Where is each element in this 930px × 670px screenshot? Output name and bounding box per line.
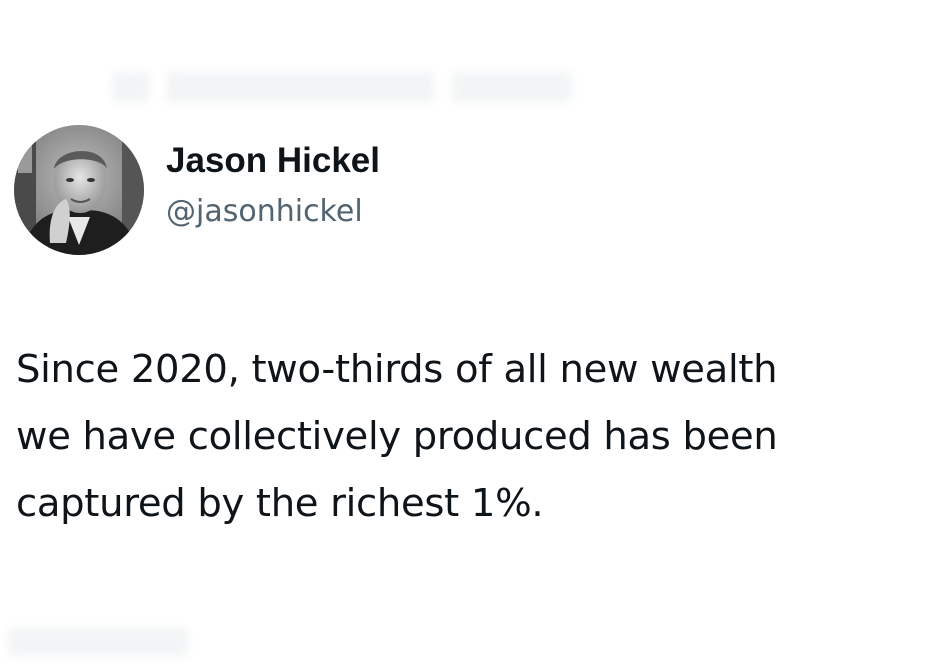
tweet-text-line: Since 2020, two-thirds of all new wealth <box>16 347 778 392</box>
avatar-photo <box>14 125 144 255</box>
avatar[interactable] <box>14 125 144 255</box>
tweet-text-line: we have collectively produced has been <box>16 414 778 459</box>
tweet-text: Since 2020, two-thirds of all new wealth… <box>16 336 926 537</box>
author-display-name[interactable]: Jason Hickel <box>166 141 380 180</box>
author-names: Jason Hickel @jasonhickel <box>166 138 380 234</box>
tweet-timestamp-faded <box>8 628 188 656</box>
tweet-header: Jason Hickel @jasonhickel <box>14 125 380 255</box>
previous-tweet-faded-text <box>112 72 572 102</box>
author-handle[interactable]: @jasonhickel <box>166 194 363 229</box>
tweet-text-line: captured by the richest 1%. <box>16 481 544 526</box>
